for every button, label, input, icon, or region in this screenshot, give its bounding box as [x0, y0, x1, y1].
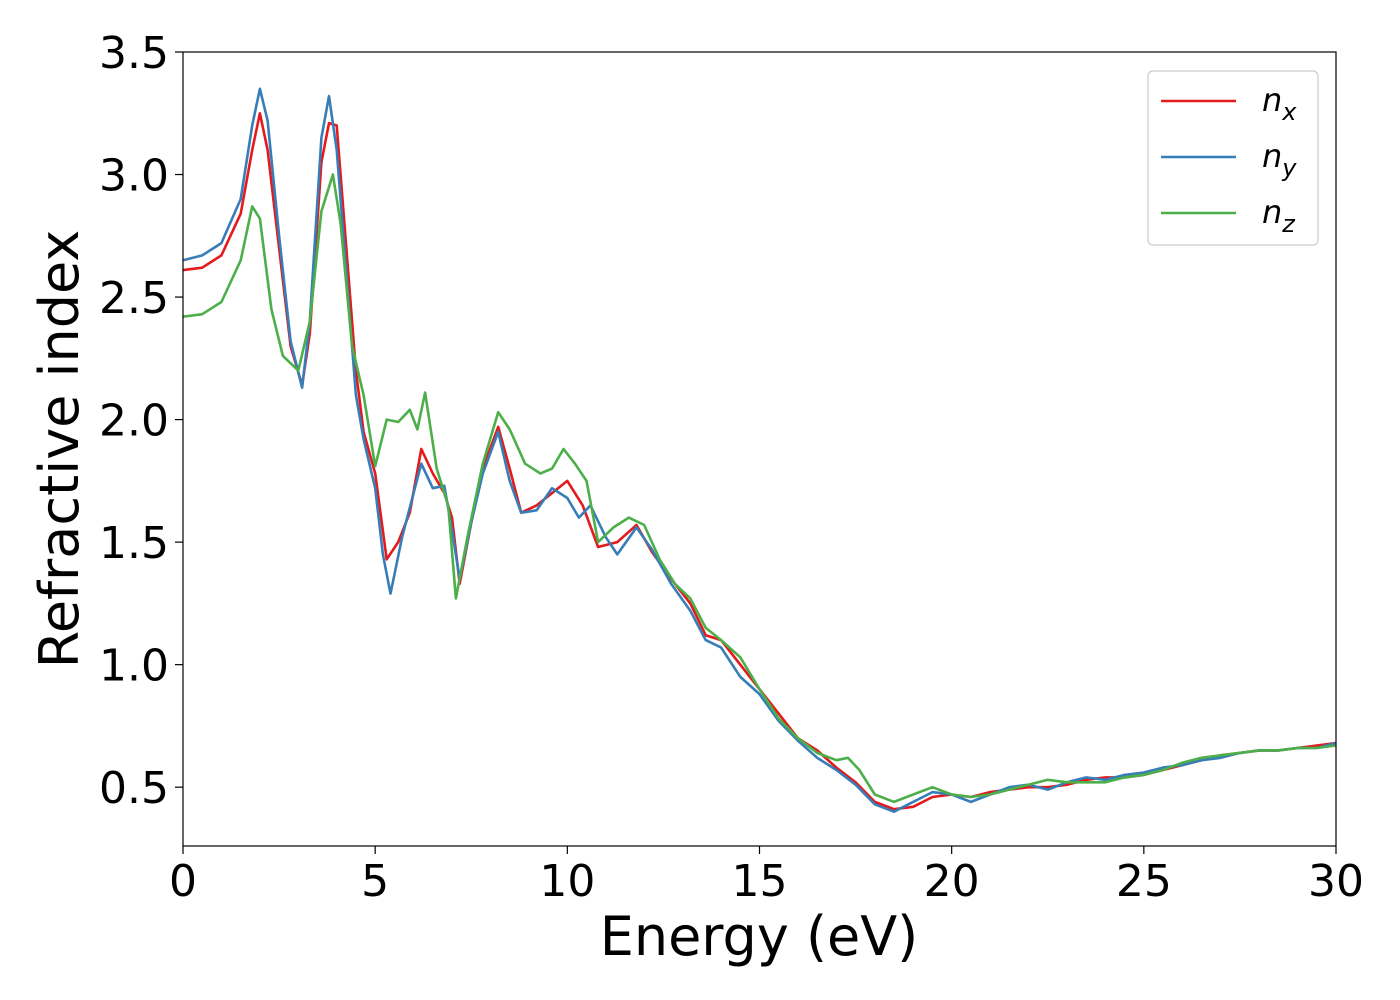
x-tick-label: 15	[732, 856, 788, 907]
x-axis-label: Energy (eV)	[600, 905, 919, 968]
y-tick-label: 3.5	[99, 28, 169, 79]
x-tick-label: 5	[361, 856, 389, 907]
y-tick-label: 2.0	[99, 396, 169, 447]
series-line-ny	[183, 87, 1336, 813]
series-layer	[183, 87, 1336, 813]
y-tick-label: 0.5	[99, 763, 169, 814]
legend: nx ny nz	[1147, 70, 1319, 246]
x-tick-label: 10	[539, 856, 595, 907]
y-tick-label: 2.5	[99, 273, 169, 324]
legend-label-nx: nx	[1262, 81, 1297, 126]
x-tick-label: 25	[1116, 856, 1172, 907]
y-axis-label: Refractive index	[28, 230, 91, 669]
axes-layer: 0 5 10 15 20 25 30 0.5 1.0 1.5 2.0 2.5 3.0 3.5	[99, 28, 1364, 907]
x-tick-label: 0	[169, 856, 197, 907]
legend-label-nz: nz	[1262, 193, 1296, 238]
x-tick-label: 30	[1308, 856, 1364, 907]
series-line-nz	[183, 173, 1336, 804]
y-tick-label: 3.0	[99, 151, 169, 202]
legend-label-ny: ny	[1262, 137, 1297, 182]
y-tick-label: 1.0	[99, 641, 169, 692]
y-tick-label: 1.5	[99, 518, 169, 569]
x-tick-label: 20	[924, 856, 980, 907]
